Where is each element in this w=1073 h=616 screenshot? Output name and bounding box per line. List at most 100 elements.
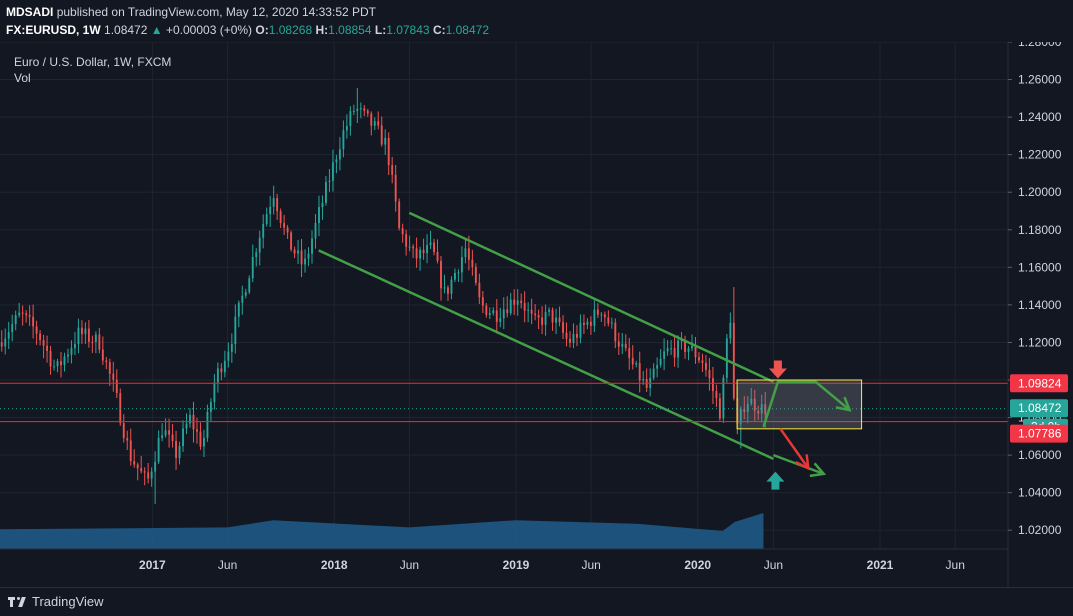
time-tick-label: Jun <box>400 558 419 572</box>
candle-body <box>373 121 376 126</box>
candle-body <box>729 322 732 339</box>
candle-body <box>349 111 352 127</box>
candle-body <box>642 379 645 381</box>
candle-body <box>35 326 38 334</box>
candle-body <box>28 314 31 317</box>
candle-body <box>258 237 261 253</box>
candle-body <box>234 316 237 344</box>
candle-body <box>718 398 721 419</box>
candle-body <box>562 322 564 333</box>
time-axis[interactable]: 2017 Jun 2018 Jun 2019 Jun 2020 Jun 2021 Jun <box>0 548 1008 572</box>
candle-body <box>589 321 592 326</box>
change-value: +0.00003 (+0%) <box>165 23 253 37</box>
target-zone <box>736 379 863 430</box>
price-tick-label: 1.04000 <box>1018 486 1062 500</box>
close-value: 1.08472 <box>445 23 489 37</box>
candle-body <box>460 257 463 273</box>
projection-bull <box>762 380 851 428</box>
candle-body <box>380 125 383 145</box>
candle-body <box>509 299 512 314</box>
candle-body <box>394 174 397 202</box>
candle-body <box>80 327 83 335</box>
grid-lines <box>0 41 1008 549</box>
candle-body <box>189 414 191 424</box>
candle-body <box>11 324 14 333</box>
candle-body <box>673 348 676 358</box>
candle-body <box>443 287 446 289</box>
candle-body <box>290 232 293 250</box>
candle-body <box>366 110 369 114</box>
close-label: C: <box>432 23 446 37</box>
candle-body <box>534 313 537 316</box>
candle-body <box>265 214 268 224</box>
candle-body <box>415 248 418 259</box>
candle-body <box>405 234 408 247</box>
candle-body <box>412 246 415 249</box>
candle-body <box>464 248 467 258</box>
candle-body <box>711 378 714 392</box>
candle-body <box>84 328 87 335</box>
high-value: 1.08854 <box>328 23 372 37</box>
candle-body <box>126 438 129 441</box>
candlestick-series[interactable] <box>0 88 767 504</box>
candle-body <box>70 348 73 355</box>
drawing-layer[interactable] <box>0 211 1008 490</box>
candle-body <box>87 328 90 342</box>
candle-body <box>739 408 742 424</box>
candle-body <box>297 250 300 254</box>
candle-body <box>342 130 345 150</box>
candle-body <box>175 440 177 459</box>
candle-body <box>220 368 223 373</box>
candle-body <box>325 181 327 203</box>
time-tick-label: 2021 <box>867 558 894 572</box>
candle-body <box>401 228 404 235</box>
candle-body <box>304 258 306 265</box>
chart-area[interactable]: 1.020001.040001.060001.080001.100001.120… <box>0 35 1073 587</box>
candle-body <box>391 165 394 175</box>
candle-body <box>307 253 310 259</box>
candle-body <box>596 309 599 315</box>
candle-body <box>457 272 460 274</box>
candle-body <box>18 312 21 316</box>
candle-body <box>478 282 481 298</box>
candle-body <box>433 242 435 253</box>
candle-body <box>701 360 704 363</box>
candle-body <box>750 398 753 404</box>
publish-info: MDSADI published on TradingView.com, May… <box>6 5 376 19</box>
candle-body <box>286 227 289 233</box>
low-value: 1.07843 <box>386 23 430 37</box>
candle-body <box>227 351 230 361</box>
candle-body <box>77 327 80 345</box>
candle-body <box>105 360 108 363</box>
candle-body <box>732 322 735 399</box>
candle-body <box>530 309 533 314</box>
candle-body <box>248 278 251 293</box>
candle-body <box>108 362 111 374</box>
candle-body <box>746 403 749 412</box>
candle-body <box>708 369 711 379</box>
candle-body <box>94 334 97 343</box>
buy-marker-icon <box>766 471 785 490</box>
candle-body <box>499 318 502 322</box>
candle-body <box>209 401 212 412</box>
candle-body <box>91 341 94 343</box>
candle-body <box>436 252 439 261</box>
candle-body <box>199 431 202 447</box>
candle-body <box>694 345 697 358</box>
candle-body <box>21 312 24 314</box>
candle-body <box>419 249 422 259</box>
publisher-name[interactable]: MDSADI <box>6 5 54 19</box>
candle-body <box>582 322 585 325</box>
candle-body <box>185 423 188 429</box>
last-price-tag-bg <box>1010 399 1068 418</box>
candle-body <box>25 313 28 315</box>
tradingview-logo[interactable]: TradingView <box>8 594 104 609</box>
price-chart[interactable]: 1.020001.040001.060001.080001.100001.120… <box>0 35 1073 587</box>
candle-body <box>617 341 620 347</box>
candle-body <box>230 343 233 352</box>
candle-body <box>216 368 219 383</box>
candle-body <box>624 343 627 349</box>
candle-body <box>753 398 756 411</box>
candle-body <box>548 309 551 312</box>
